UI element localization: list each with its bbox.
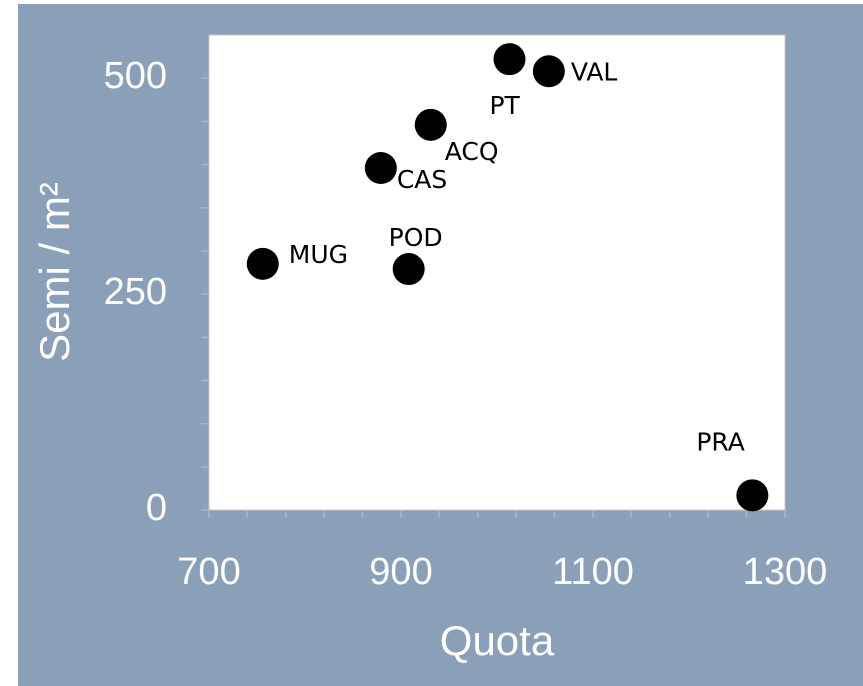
y-tick-label: 500 (104, 55, 167, 97)
point-label: MUG (289, 240, 348, 269)
point-label: CAS (397, 165, 447, 194)
y-tick-label: 0 (146, 487, 167, 529)
point (736, 479, 769, 512)
point-label: POD (389, 223, 443, 252)
point (414, 108, 447, 141)
point-label: PT (489, 91, 520, 120)
point-label: PRA (696, 427, 745, 456)
x-tick-label: 1300 (743, 551, 828, 593)
point-label: VAL (571, 57, 618, 86)
point (392, 253, 425, 286)
point (532, 55, 565, 88)
point (493, 43, 526, 76)
x-axis-title: Quota (440, 617, 555, 664)
x-tick-label: 700 (177, 551, 240, 593)
x-tick-label: 1100 (552, 551, 634, 593)
plot-area (208, 34, 786, 511)
point (364, 152, 397, 184)
point-label: ACQ (445, 137, 499, 166)
y-axis-title: Semi / m² (31, 182, 78, 362)
point (246, 247, 279, 280)
y-tick-label: 250 (104, 271, 167, 313)
x-tick-label: 900 (369, 551, 432, 593)
